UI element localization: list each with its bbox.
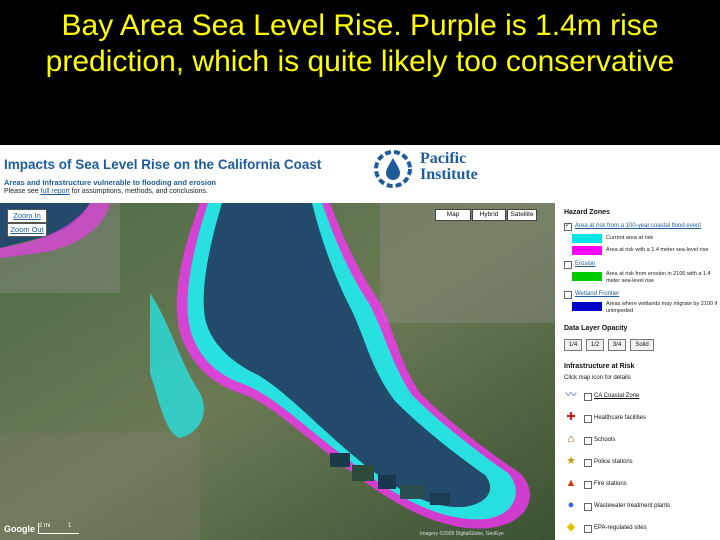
infra-fire-label: Fire stations xyxy=(594,481,627,487)
infra-epa-checkbox[interactable] xyxy=(584,525,592,533)
swatch-erosion xyxy=(572,272,602,281)
swatch-rise xyxy=(572,246,602,255)
swatch-current-label: Current area at risk xyxy=(606,235,654,241)
map-copyright: Imagery ©2009 DigitalGlobe, GeoEye xyxy=(420,531,504,537)
pacific-institute-logo-icon xyxy=(374,150,412,188)
infra-healthcare-label: Healthcare facilities xyxy=(594,415,647,421)
swatch-wetland-label: Areas where wetlands may migrate by 2100… xyxy=(606,301,718,314)
scale-label-mi: 2 mi xyxy=(39,523,51,529)
report-note: Please see full report for assumptions, … xyxy=(4,188,208,195)
infra-wastewater-label: Wastewater treatment plants xyxy=(594,503,671,509)
infra-coastal-link[interactable]: CA Coastal Zone xyxy=(594,393,640,399)
scale-tick-label: 1 xyxy=(68,523,72,529)
swatch-current xyxy=(572,234,602,243)
logo-line1: Pacific xyxy=(420,150,467,167)
hazard-flood-link[interactable]: Area at risk from a 100-year coastal flo… xyxy=(575,223,702,229)
wave-icon[interactable]: 〰 xyxy=(565,389,577,401)
hospital-icon[interactable]: ✚ xyxy=(566,411,576,423)
report-note-suffix: for assumptions, methods, and conclusion… xyxy=(71,188,208,195)
slide-title: Bay Area Sea Level Rise. Purple is 1.4m … xyxy=(45,9,675,78)
infra-wastewater-checkbox[interactable] xyxy=(584,503,592,511)
school-icon[interactable]: ⌂ xyxy=(567,433,575,445)
opacity-three-quarter-button[interactable]: 3/4 xyxy=(608,339,626,351)
swatch-wetland xyxy=(572,302,602,311)
full-report-link[interactable]: full report xyxy=(40,188,70,195)
opacity-half-button[interactable]: 1/2 xyxy=(586,339,604,351)
google-logo: Google xyxy=(4,524,35,534)
opacity-controls: 1/4 1/2 3/4 Solid xyxy=(564,339,714,351)
scale-bar: 2 mi 1 xyxy=(38,523,79,534)
satellite-map[interactable]: Zoom In Zoom Out Map Hybrid Satellite Go… xyxy=(0,203,555,540)
app-header: Impacts of Sea Level Rise on the Califor… xyxy=(0,145,720,203)
hazard-flood-checkbox[interactable] xyxy=(564,221,572,231)
map-type-satellite-button[interactable]: Satellite xyxy=(507,209,537,221)
app-subtitle: Areas and Infrastructure vulnerable to f… xyxy=(4,178,217,187)
map-type-map-button[interactable]: Map xyxy=(435,209,471,221)
map-type-hybrid-button[interactable]: Hybrid xyxy=(472,209,506,221)
opacity-quarter-button[interactable]: 1/4 xyxy=(564,339,582,351)
app-title: Impacts of Sea Level Rise on the Califor… xyxy=(4,157,322,172)
sidebar: Hazard Zones Area at risk from a 100-yea… xyxy=(560,203,720,540)
zoom-in-button[interactable]: Zoom In xyxy=(7,209,47,223)
zoom-out-button[interactable]: Zoom Out xyxy=(7,223,47,237)
hazard-wetland-checkbox[interactable] xyxy=(564,291,572,299)
hazard-erosion-link[interactable]: Erosion xyxy=(575,261,596,267)
infra-schools-checkbox[interactable] xyxy=(584,437,592,445)
opacity-title: Data Layer Opacity xyxy=(564,325,628,332)
swatch-erosion-label: Area at risk from erosion in 2100 with a… xyxy=(606,271,711,284)
police-icon[interactable]: ★ xyxy=(566,455,576,467)
infra-title: Infrastructure at Risk xyxy=(564,363,635,370)
infra-healthcare-checkbox[interactable] xyxy=(584,415,592,423)
infra-fire-checkbox[interactable] xyxy=(584,481,592,489)
app-panel: Impacts of Sea Level Rise on the Califor… xyxy=(0,145,720,540)
hazard-wetland-link[interactable]: Wetland Frontier xyxy=(575,291,620,297)
infra-coastal-checkbox[interactable] xyxy=(584,393,592,401)
pin-icon[interactable]: ● xyxy=(567,499,575,511)
fire-icon[interactable]: ▲ xyxy=(565,477,577,489)
infra-hint: Click map icon for details xyxy=(564,375,631,381)
hazard-zones-title: Hazard Zones xyxy=(564,209,610,216)
map-imagery xyxy=(0,203,555,540)
pushpin-icon[interactable]: ◆ xyxy=(566,521,576,533)
opacity-solid-button[interactable]: Solid xyxy=(630,339,654,351)
infra-police-checkbox[interactable] xyxy=(584,459,592,467)
hazard-erosion-checkbox[interactable] xyxy=(564,261,572,269)
swatch-rise-label: Area at risk with a 1.4 meter sea-level … xyxy=(606,247,709,253)
report-note-prefix: Please see xyxy=(4,188,39,195)
infra-police-label: Police stations xyxy=(594,459,633,465)
infra-schools-label: Schools xyxy=(594,437,616,443)
infra-epa-label: EPA-regulated sites xyxy=(594,525,647,531)
logo-line2: Institute xyxy=(420,166,478,183)
